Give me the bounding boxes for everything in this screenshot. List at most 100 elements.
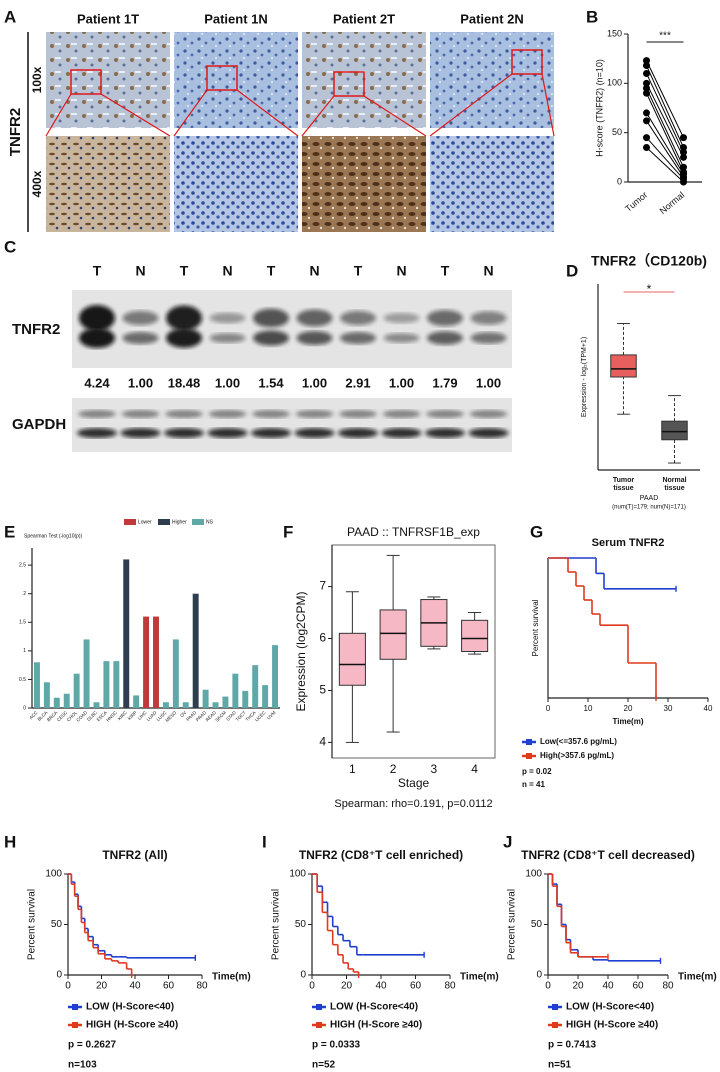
annotation: * <box>647 282 652 296</box>
band-label: TNFR2 <box>12 321 60 338</box>
dot <box>643 84 650 92</box>
zoom-line <box>363 95 427 137</box>
band <box>383 312 420 324</box>
band <box>121 410 160 418</box>
legend-marker <box>552 1022 558 1028</box>
x-tick-label: 40 <box>129 981 141 992</box>
legend-label: LOW (H-Score<40) <box>566 1002 654 1013</box>
bar <box>43 682 50 708</box>
legend-marker <box>526 739 532 745</box>
box <box>610 354 637 378</box>
band <box>77 428 117 438</box>
blot <box>72 398 512 452</box>
ratio-label: 1.54 <box>258 375 284 390</box>
x-axis-label: PAAD <box>640 495 659 502</box>
y-axis-label: Expression (log2CPM) <box>294 591 308 711</box>
x-tick-label: 40 <box>375 981 387 992</box>
dot <box>643 62 650 70</box>
bar <box>53 697 60 708</box>
annotation: *** <box>659 31 671 42</box>
bar <box>252 665 259 708</box>
x-tick-label: KIRP <box>127 710 138 721</box>
panel-label: B <box>586 7 598 26</box>
bar <box>192 593 199 708</box>
band <box>340 331 376 345</box>
lane-label: T <box>93 263 102 279</box>
chart-title: TNFR2 (CD8⁺T cell enriched) <box>299 848 463 862</box>
y-tick-label: 0.5 <box>19 677 26 683</box>
x-tick-label: Tumor <box>623 190 649 214</box>
y-tick-label: 1 <box>23 648 26 654</box>
band <box>295 410 334 418</box>
x-tick-label: 10 <box>584 704 593 713</box>
lane-label: T <box>267 263 276 279</box>
bar <box>262 685 269 708</box>
box <box>338 632 366 686</box>
bar <box>212 702 219 708</box>
ihc-image <box>174 136 298 232</box>
x-tick-label: SKCM <box>214 710 227 723</box>
legend-label: Low(<=357.6 pg/mL) <box>540 737 617 746</box>
box <box>461 619 489 653</box>
column-header: Patient 2N <box>460 11 524 26</box>
band <box>209 312 246 324</box>
bar <box>123 559 130 708</box>
pair-line <box>646 112 684 175</box>
x-axis-label: Time(m) <box>613 717 644 726</box>
band <box>339 410 377 418</box>
ratio-label: 18.48 <box>168 375 201 390</box>
note: n=103 <box>68 1060 97 1071</box>
y-tick-label: 4 <box>319 735 326 749</box>
x-tick-label: 20 <box>341 981 353 992</box>
band <box>207 428 248 438</box>
dot <box>643 117 650 125</box>
ihc-image <box>46 136 170 232</box>
zoom-line <box>541 73 555 137</box>
band <box>470 332 507 344</box>
column-header: Patient 1T <box>77 11 139 26</box>
bar <box>232 673 239 708</box>
x-tick-label: 2 <box>390 762 397 776</box>
ratio-label: 1.79 <box>432 375 457 390</box>
pair-line <box>646 120 684 178</box>
dot <box>680 153 687 161</box>
legend-label: Higher <box>172 519 187 525</box>
inset-box <box>333 71 365 97</box>
bar <box>143 616 150 708</box>
band <box>165 410 203 418</box>
lane-label: T <box>354 263 363 279</box>
zoom-line <box>301 95 335 137</box>
y-tick-label: 2 <box>23 591 26 597</box>
band <box>208 410 247 418</box>
band <box>79 328 115 348</box>
x-tick-label: COAD <box>75 709 88 722</box>
band <box>425 428 465 438</box>
band <box>166 328 202 348</box>
panel-label: J <box>503 832 512 851</box>
note: (num(T)=179; num(N)=171) <box>612 505 686 511</box>
y-tick-label: 0 <box>23 705 26 711</box>
note: n=52 <box>312 1060 336 1071</box>
y-tick-label: 7 <box>319 579 326 593</box>
dot <box>680 178 687 186</box>
band <box>426 410 464 418</box>
box <box>661 420 688 441</box>
pair-line <box>646 73 684 153</box>
band <box>120 428 161 438</box>
x-tick-label: Normal tissue <box>662 477 686 492</box>
legend-label: HIGH (H-Score ≥40) <box>86 1020 178 1031</box>
x-tick-label: BLCA <box>37 710 49 722</box>
band <box>251 428 291 438</box>
panel-label: G <box>530 522 543 541</box>
band <box>296 309 333 327</box>
legend-label: Lower <box>138 519 152 525</box>
band <box>470 311 507 325</box>
zoom-line <box>173 89 208 137</box>
note: Spearman: rho=0.191, p=0.0112 <box>334 798 492 810</box>
ihc-image <box>430 136 554 232</box>
y-tick-label: 50 <box>295 919 307 930</box>
x-tick-label: 0 <box>546 704 551 713</box>
chart-title: PAAD :: TNFRSF1B_exp <box>347 525 480 539</box>
x-tick-label: 80 <box>662 981 674 992</box>
pair-line <box>646 65 684 148</box>
